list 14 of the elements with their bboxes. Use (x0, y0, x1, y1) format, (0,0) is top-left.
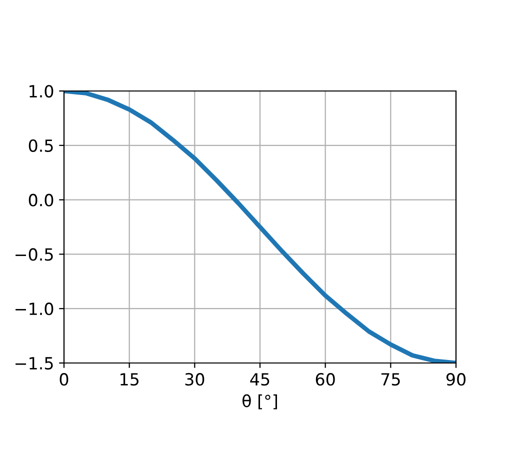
x-tick-label: 75 (381, 373, 400, 386)
y-tick-label: −1.0 (16, 302, 54, 316)
x-tick-label: 45 (250, 373, 270, 386)
x-tick-label: 15 (120, 373, 138, 386)
y-tick-label: −1.5 (16, 357, 53, 370)
y-tick-label: −0.5 (16, 248, 53, 261)
y-tick-label: 1.0 (30, 84, 54, 98)
y-tick-label: 0.5 (28, 139, 53, 152)
x-tick-label: 0 (60, 373, 68, 386)
x-tick-label: 90 (446, 373, 466, 386)
x-tick-label: 60 (316, 373, 335, 386)
y-tick-label: 0.0 (28, 194, 54, 206)
x-axis-title: θ [°] (242, 394, 277, 410)
x-tick-label: 30 (185, 373, 204, 386)
